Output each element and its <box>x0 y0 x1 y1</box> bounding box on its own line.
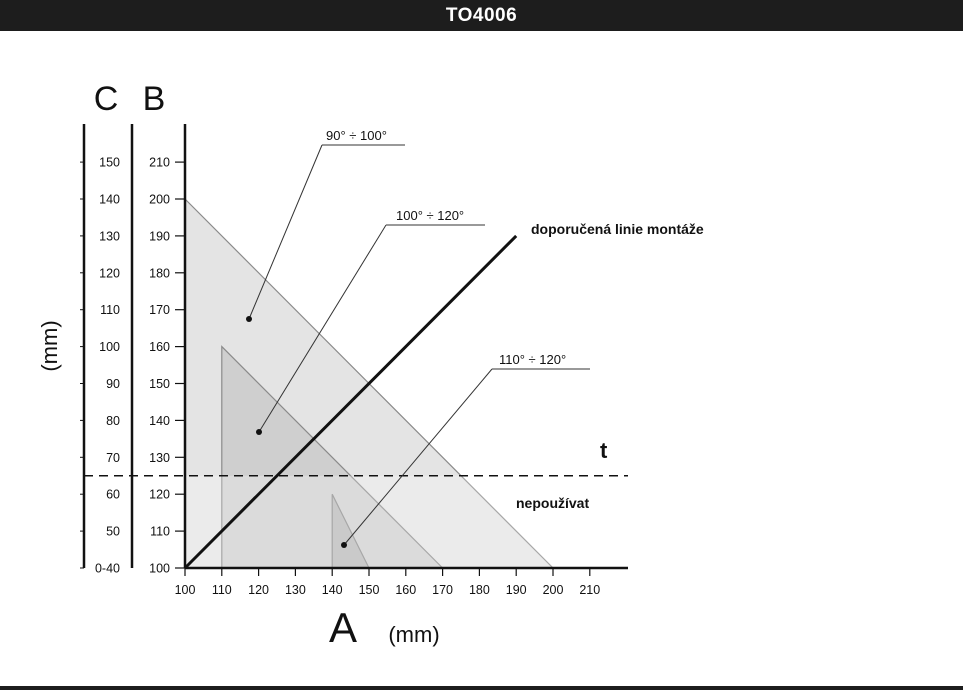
b-tick-label: 160 <box>149 340 170 354</box>
label-100-120: 100° ÷ 120° <box>396 208 464 223</box>
b-tick-label: 180 <box>149 266 170 280</box>
a-tick-label: 160 <box>395 583 416 597</box>
c-tick-label: 90 <box>106 377 120 391</box>
c-tick-label: 80 <box>106 414 120 428</box>
document-title: TO4006 <box>445 4 518 26</box>
b-tick-label: 200 <box>149 193 170 207</box>
header-bar: TO4006 <box>0 0 963 31</box>
a-tick-label: 190 <box>506 583 527 597</box>
b-tick-label: 190 <box>149 229 170 243</box>
a-tick-label: 110 <box>212 583 232 597</box>
c-tick-label: 120 <box>99 266 120 280</box>
a-tick-label: 120 <box>248 583 269 597</box>
a-axis-ticks: 100 110 120 130 140 150 160 170 180 190 200 210 <box>175 568 600 597</box>
c-tick-label: 130 <box>99 229 120 243</box>
label-110-120: 110° ÷ 120° <box>499 352 566 367</box>
marker-100-120 <box>256 429 262 435</box>
b-tick-label: 120 <box>149 488 170 502</box>
do-not-use-label: nepoužívat <box>516 495 589 511</box>
c-tick-label: 70 <box>106 451 120 465</box>
a-axis-letter: A <box>329 604 357 651</box>
a-tick-label: 200 <box>543 583 564 597</box>
label-90-100: 90° ÷ 100° <box>326 128 387 143</box>
leader-110-120 <box>343 368 493 546</box>
c-tick-label: 140 <box>99 193 120 207</box>
footer-rule <box>0 686 963 690</box>
b-tick-label: 140 <box>149 414 170 428</box>
vertical-unit-label: (mm) <box>37 320 62 371</box>
recommended-line-label: doporučená linie montáže <box>531 221 704 237</box>
threshold-t-label: t <box>600 438 608 463</box>
b-axis-letter: B <box>143 80 166 118</box>
a-tick-label: 170 <box>432 583 453 597</box>
b-tick-label: 150 <box>149 377 170 391</box>
c-axis-letter: C <box>94 80 119 118</box>
b-axis-ticks: 100 110 120 130 140 150 160 170 180 190 200 210 <box>149 156 185 576</box>
c-tick-label: 110 <box>100 303 120 317</box>
b-tick-label: 110 <box>150 525 170 539</box>
b-tick-label: 100 <box>149 562 170 576</box>
b-tick-label: 130 <box>149 451 170 465</box>
leader-100-120 <box>258 224 387 433</box>
c-tick-label: 100 <box>99 340 120 354</box>
a-tick-label: 210 <box>579 583 600 597</box>
c-tick-label: 60 <box>106 488 120 502</box>
a-axis-unit: (mm) <box>388 622 439 647</box>
a-tick-label: 130 <box>285 583 306 597</box>
c-tick-label: 150 <box>99 156 120 170</box>
c-tick-label: 50 <box>106 525 120 539</box>
a-tick-label: 100 <box>175 583 196 597</box>
a-tick-label: 140 <box>322 583 343 597</box>
c-tick-label: 0-40 <box>95 562 120 576</box>
a-tick-label: 150 <box>359 583 380 597</box>
b-tick-label: 210 <box>149 156 170 170</box>
do-not-use-zone <box>185 475 628 568</box>
c-axis-ticks: 0-40 50 60 70 80 90 100 110 120 130 140 150 <box>80 156 120 576</box>
a-tick-label: 180 <box>469 583 490 597</box>
marker-90-100 <box>246 316 252 322</box>
recommended-mounting-line <box>183 234 518 570</box>
marker-110-120 <box>341 542 347 548</box>
b-tick-label: 170 <box>149 303 170 317</box>
leader-90-100 <box>248 144 323 320</box>
